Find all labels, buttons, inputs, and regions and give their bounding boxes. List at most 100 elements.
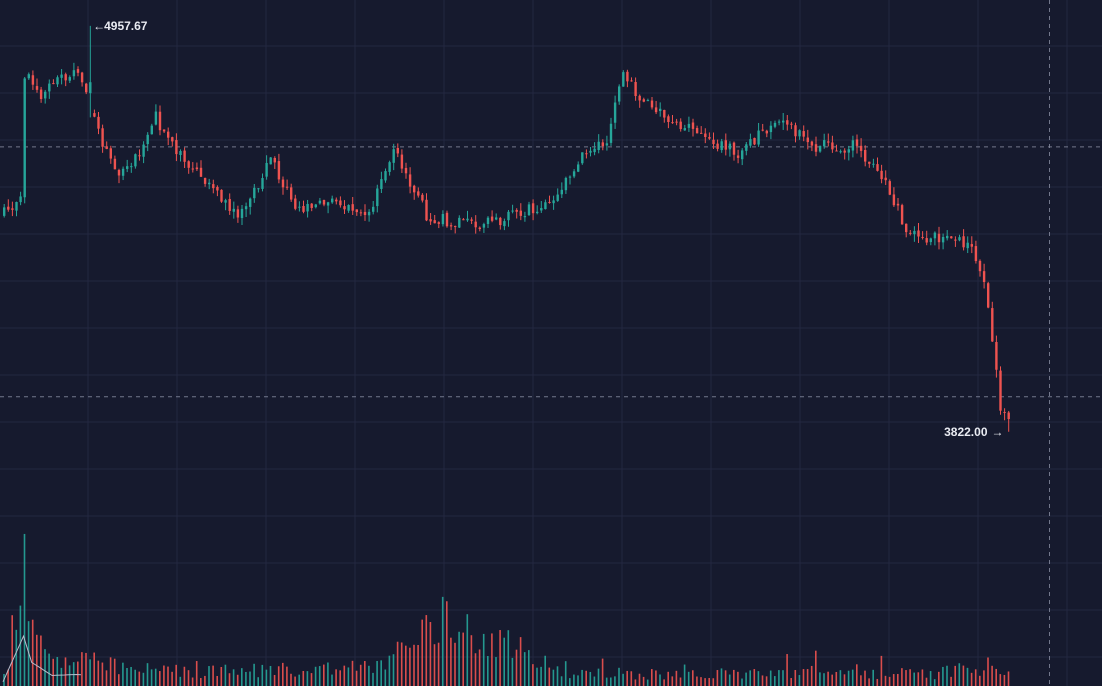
- volume-bar: [343, 665, 346, 686]
- candle-body: [85, 83, 88, 93]
- volume-bar: [765, 676, 768, 686]
- candle-body: [367, 211, 371, 216]
- candle-body: [950, 236, 953, 239]
- volume-bar: [7, 669, 9, 686]
- candle-body: [396, 147, 399, 154]
- candle-body: [195, 167, 199, 170]
- candle-body: [392, 149, 395, 163]
- volume-bar: [294, 676, 296, 686]
- volume-bar: [946, 665, 948, 686]
- candle-body: [777, 121, 781, 123]
- volume-bar: [183, 666, 186, 686]
- candle-body: [351, 204, 354, 211]
- candle-body: [827, 141, 830, 143]
- candle-body: [216, 186, 219, 191]
- candle-body: [691, 122, 695, 129]
- candle-body: [154, 111, 158, 125]
- candle-body: [35, 86, 39, 90]
- candle-body: [876, 164, 879, 171]
- candle-body: [634, 81, 637, 97]
- candle-body: [335, 199, 338, 202]
- candle-body: [855, 139, 859, 146]
- volume-bar: [36, 634, 38, 686]
- volume-bar: [167, 666, 169, 686]
- volume-bar: [753, 669, 756, 686]
- volume-bar: [384, 669, 387, 686]
- candle-body: [44, 91, 47, 99]
- volume-bar: [163, 665, 165, 686]
- candle-body: [618, 86, 621, 102]
- volume-bar: [569, 678, 571, 686]
- volume-bar: [626, 670, 628, 686]
- volume-bar: [847, 670, 850, 686]
- candle-body: [814, 144, 818, 152]
- candle-body: [208, 182, 211, 185]
- volume-bar: [593, 676, 596, 686]
- candle-body: [773, 122, 777, 127]
- volume-bar: [839, 670, 842, 686]
- volume-bar: [31, 619, 34, 686]
- volume-bar: [528, 650, 530, 686]
- candle-body: [146, 134, 149, 145]
- volume-bar: [901, 668, 903, 686]
- volume-bar: [655, 670, 657, 686]
- candle-body: [228, 198, 231, 211]
- candle-body: [495, 217, 498, 220]
- candle-body: [171, 137, 174, 142]
- volume-bar: [491, 633, 493, 686]
- candle-body: [162, 129, 166, 132]
- volume-bar: [560, 676, 563, 686]
- volume-bar: [359, 664, 362, 686]
- volume-bar: [872, 669, 874, 686]
- volume-bar: [757, 671, 760, 686]
- candle-body: [220, 189, 223, 202]
- volume-bar: [126, 667, 128, 686]
- candle-body: [56, 77, 59, 85]
- volume-bar: [876, 678, 879, 686]
- volume-bar: [692, 670, 694, 686]
- volume-bar: [462, 632, 464, 686]
- candle-body: [269, 157, 272, 165]
- candle-body: [445, 212, 449, 227]
- volume-bar: [970, 672, 973, 686]
- candle-body: [810, 141, 814, 146]
- candle-body: [613, 102, 617, 123]
- candle-body: [818, 145, 822, 152]
- candle-body: [277, 161, 281, 180]
- volume-bar: [306, 671, 309, 686]
- candle-body: [257, 188, 260, 190]
- volume-bar: [290, 673, 292, 686]
- candle-body: [400, 154, 404, 169]
- candle-body: [142, 144, 145, 157]
- volume-bar: [987, 657, 989, 686]
- volume-bar: [212, 665, 214, 686]
- volume-bar: [966, 667, 969, 686]
- volume-bar: [19, 605, 22, 686]
- volume-bar: [642, 676, 645, 686]
- candle-body: [281, 179, 285, 188]
- volume-bar: [236, 674, 239, 686]
- candle-body: [745, 144, 748, 151]
- candle-body: [1007, 412, 1010, 420]
- volume-bar: [154, 668, 157, 686]
- candle-body: [417, 191, 420, 196]
- volume-bar: [938, 671, 940, 686]
- candle-body: [937, 233, 941, 243]
- volume-bar: [134, 669, 136, 686]
- candle-body: [802, 131, 805, 137]
- volume-bar: [585, 670, 587, 686]
- volume-bar: [614, 676, 616, 686]
- volume-bar: [913, 672, 915, 686]
- candle-body: [150, 125, 153, 135]
- candle-body: [183, 150, 186, 162]
- candle-body: [724, 140, 727, 150]
- volume-bar: [327, 662, 329, 686]
- candle-body: [343, 206, 346, 210]
- volume-bar: [220, 667, 223, 686]
- volume-bar: [790, 678, 792, 686]
- candle-body: [437, 222, 440, 224]
- volume-bar: [851, 669, 854, 686]
- min-price-label: 3822.00: [944, 425, 988, 439]
